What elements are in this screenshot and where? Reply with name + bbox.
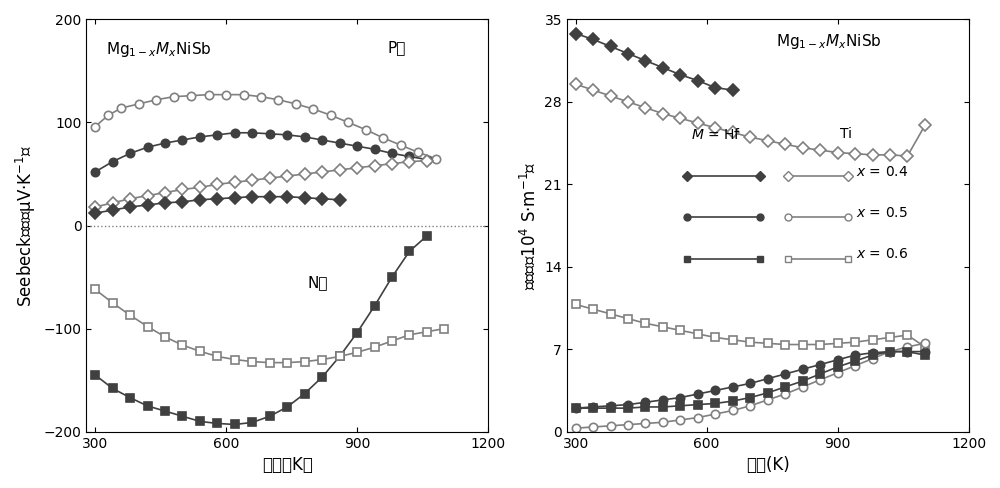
Text: $M$ = Hf: $M$ = Hf: [691, 126, 741, 142]
Y-axis label: 电导率（10$^4$ S·m$^{-1}$）: 电导率（10$^4$ S·m$^{-1}$）: [519, 161, 539, 290]
Text: Mg$_{1-x}$$M_x$NiSb: Mg$_{1-x}$$M_x$NiSb: [776, 32, 882, 51]
X-axis label: 温度（K）: 温度（K）: [262, 456, 313, 474]
Text: $x$ = 0.4: $x$ = 0.4: [856, 165, 908, 179]
Text: N型: N型: [307, 275, 328, 290]
Text: $x$ = 0.5: $x$ = 0.5: [856, 206, 908, 220]
Y-axis label: Seebeck系数（μV·K$^{-1}$）: Seebeck系数（μV·K$^{-1}$）: [14, 144, 38, 306]
X-axis label: 温度(K): 温度(K): [746, 456, 790, 474]
Text: $x$ = 0.6: $x$ = 0.6: [856, 247, 908, 262]
Text: Mg$_{1-x}$$M_x$NiSb: Mg$_{1-x}$$M_x$NiSb: [106, 40, 212, 59]
Text: P型: P型: [388, 40, 406, 55]
Text: Ti: Ti: [840, 126, 852, 141]
